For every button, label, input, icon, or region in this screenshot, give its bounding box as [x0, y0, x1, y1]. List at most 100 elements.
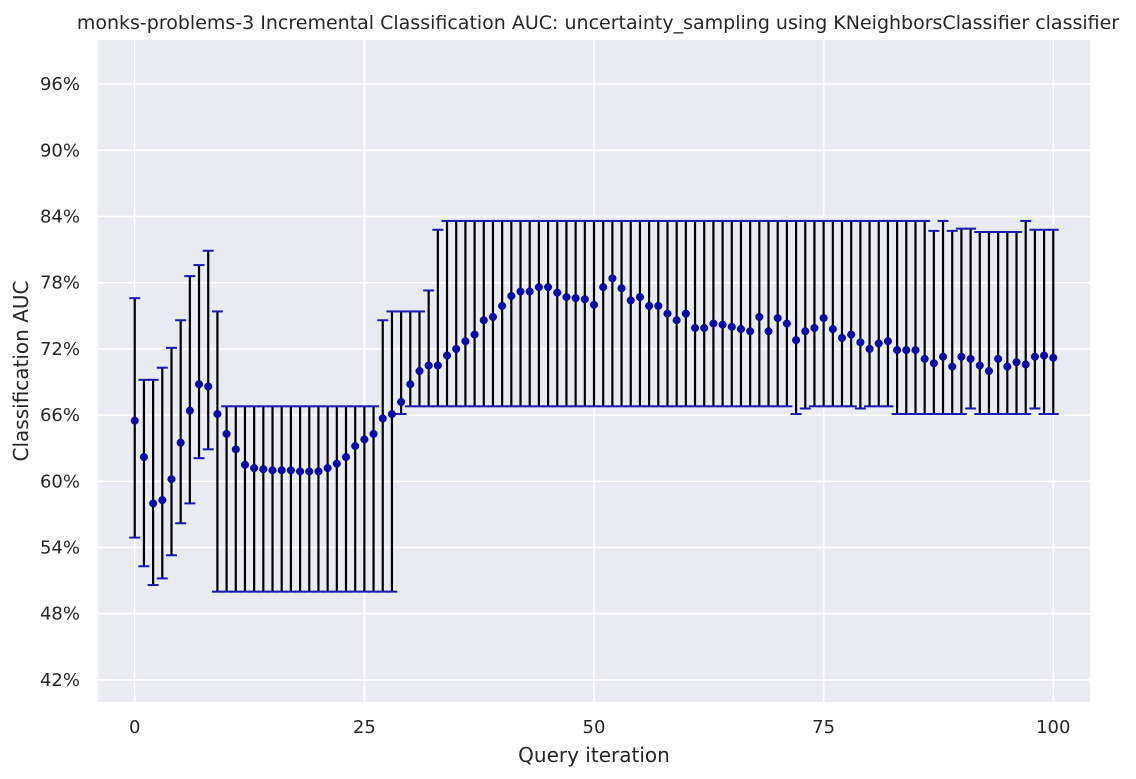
y-tick-label: 60% — [40, 471, 80, 492]
data-point — [966, 354, 975, 363]
data-point — [158, 496, 167, 505]
x-tick-label: 0 — [129, 717, 140, 738]
y-tick-label: 54% — [40, 538, 80, 559]
data-point — [874, 339, 883, 348]
data-point — [415, 366, 424, 376]
data-point — [1040, 351, 1049, 360]
data-point — [130, 416, 139, 425]
data-point — [957, 352, 966, 361]
data-point — [1012, 358, 1021, 367]
data-point — [176, 438, 185, 447]
data-point — [856, 338, 865, 347]
data-point — [782, 319, 791, 328]
data-point — [819, 313, 828, 323]
data-point — [929, 359, 938, 368]
data-point — [589, 300, 599, 309]
data-point — [792, 336, 801, 345]
data-point — [654, 301, 663, 310]
data-point — [663, 309, 672, 318]
data-point — [1049, 353, 1058, 362]
data-point — [672, 316, 681, 325]
data-point — [433, 361, 442, 370]
data-point — [938, 352, 948, 361]
y-tick-label: 78% — [40, 273, 80, 294]
data-point — [516, 287, 525, 296]
data-point — [736, 325, 746, 334]
data-point — [498, 301, 507, 310]
y-tick-label: 42% — [40, 670, 80, 691]
data-point — [277, 466, 286, 475]
data-point — [341, 453, 351, 462]
data-point — [1003, 362, 1012, 371]
y-tick-label: 66% — [40, 405, 80, 426]
data-point — [406, 380, 415, 389]
data-point — [865, 344, 874, 353]
data-point — [369, 429, 378, 438]
data-point — [470, 330, 479, 339]
data-point — [608, 274, 617, 283]
y-tick-labels: 42% 48% 54% 60% 66% 72% 78% 84% 90% 96% — [40, 74, 80, 691]
data-point — [571, 294, 580, 303]
data-point — [810, 323, 819, 333]
data-point — [911, 345, 920, 355]
x-axis-label: Query iteration — [518, 743, 670, 767]
data-point — [525, 287, 534, 296]
data-point — [617, 284, 626, 293]
data-point — [213, 409, 222, 419]
data-point — [755, 312, 764, 321]
x-tick-labels: 0 25 50 75 100 — [129, 717, 1070, 738]
data-point — [975, 361, 984, 370]
data-point — [1030, 352, 1039, 361]
data-point — [801, 327, 810, 336]
data-point — [635, 293, 644, 302]
data-point — [452, 344, 461, 353]
data-point — [599, 283, 608, 292]
y-tick-label: 90% — [40, 140, 80, 161]
x-tick-label: 100 — [1036, 717, 1070, 738]
data-point — [305, 467, 314, 476]
data-point — [222, 429, 231, 438]
y-tick-label: 84% — [40, 207, 80, 228]
data-point — [984, 366, 994, 376]
data-point — [727, 322, 736, 331]
y-axis-label: Classification AUC — [9, 281, 33, 462]
data-point — [1021, 360, 1030, 369]
data-point — [488, 312, 498, 321]
y-tick-label: 48% — [40, 604, 80, 625]
data-point — [507, 291, 516, 301]
data-points — [130, 274, 1058, 508]
data-point — [314, 467, 323, 476]
data-point — [645, 301, 654, 310]
data-point — [626, 296, 635, 305]
data-point — [746, 327, 755, 336]
data-point — [351, 441, 360, 451]
data-point — [847, 330, 856, 339]
data-point — [323, 464, 332, 473]
data-point — [442, 351, 452, 360]
data-point — [332, 459, 341, 468]
data-point — [920, 354, 929, 363]
error-bars — [129, 219, 1059, 593]
data-point — [902, 345, 911, 355]
x-tick-label: 75 — [812, 717, 835, 738]
data-point — [580, 295, 589, 304]
y-tick-label: 72% — [40, 339, 80, 360]
data-point — [948, 362, 957, 371]
data-point — [360, 435, 369, 444]
data-point — [185, 406, 194, 415]
data-point — [773, 313, 782, 323]
data-point — [139, 453, 148, 462]
x-tick-label: 50 — [583, 717, 606, 738]
data-point — [204, 382, 213, 391]
data-point — [690, 323, 700, 333]
data-point — [828, 325, 837, 334]
data-point — [194, 380, 204, 389]
data-point — [149, 499, 158, 508]
data-point — [378, 414, 387, 423]
data-point — [461, 337, 470, 346]
data-point — [534, 283, 543, 292]
data-point — [837, 333, 847, 342]
data-point — [544, 283, 553, 292]
